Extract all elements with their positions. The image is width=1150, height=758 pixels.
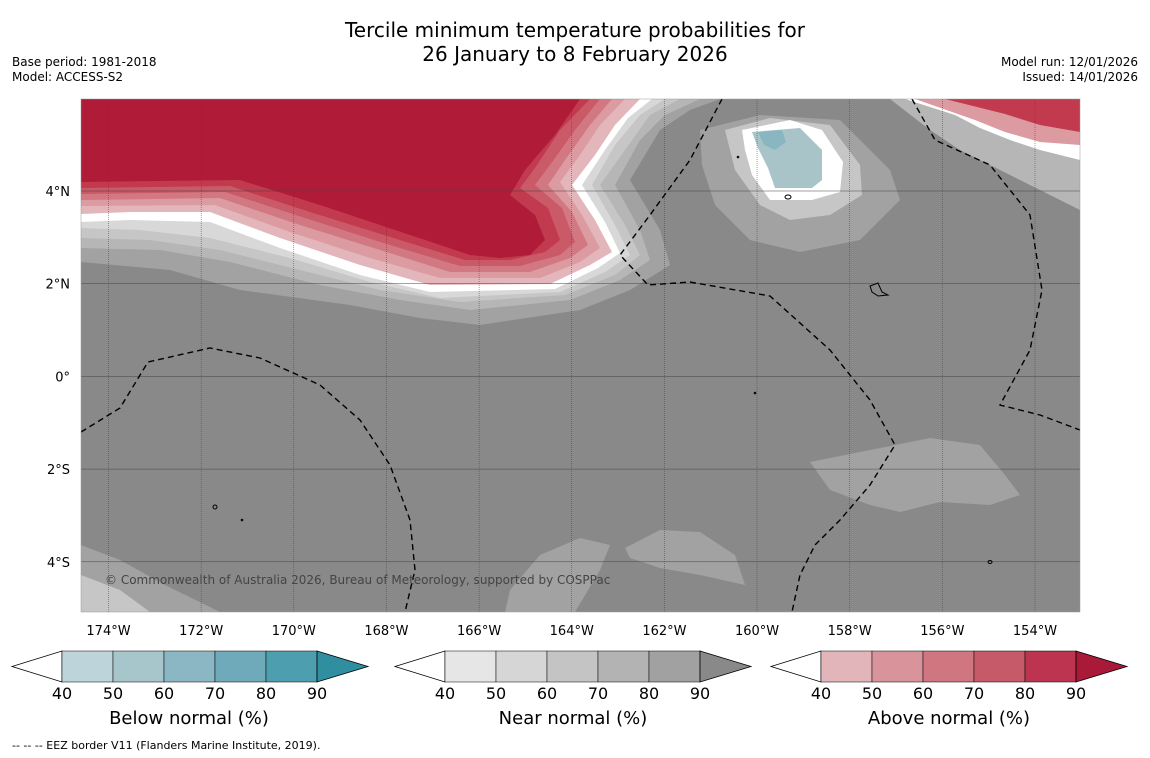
eez-border-central (619, 99, 896, 612)
latitude-labels: 4°N 2°N 0° 2°S 4°S (46, 185, 71, 571)
longitude-label: 162°W (642, 624, 686, 639)
colorbar-above: 40 50 60 70 80 90 (769, 650, 1129, 703)
model-name: Model: ACCESS-S2 (12, 70, 124, 84)
longitude-label: 170°W (272, 624, 316, 639)
colorbar-segment (648, 650, 701, 683)
colorbar-segment (112, 650, 165, 683)
colorbar-segment (265, 650, 318, 683)
colorbar-tick-label: 90 (1066, 684, 1086, 703)
longitude-label: 174°W (86, 624, 130, 639)
colorbar-min-extension (10, 650, 63, 683)
colorbar-segment (214, 650, 267, 683)
islands (212, 155, 993, 564)
title-line-2: 26 January to 8 February 2026 (422, 42, 728, 66)
latitude-label: 4°N (46, 185, 71, 200)
colorbar-max-extension (1075, 650, 1129, 683)
colorbar-segment (820, 650, 873, 683)
colorbar-segment (922, 650, 975, 683)
colorbar-tick-label: 80 (639, 684, 659, 703)
island-south-east (987, 560, 993, 564)
latitude-label: 0° (55, 370, 70, 385)
longitude-label: 154°W (1013, 624, 1057, 639)
below-normal-60-region (758, 130, 786, 150)
colorbar-below: 40 50 60 70 80 90 (10, 650, 370, 703)
colorbar-segment (973, 650, 1026, 683)
colorbar-max-extension (316, 650, 370, 683)
colorbar-max-extension (699, 650, 753, 683)
colorbar-label-above: Above normal (%) (867, 708, 1031, 729)
map-frame (80, 98, 1081, 613)
island-dot-3 (736, 155, 740, 159)
longitude-label: 160°W (735, 624, 779, 639)
colorbar-segment (546, 650, 599, 683)
colorbar-tick-label: 40 (435, 684, 455, 703)
island-west-1 (212, 504, 218, 510)
colorbar-segment (495, 650, 548, 683)
latitude-label: 4°S (47, 556, 70, 571)
map-area (81, 99, 1080, 612)
latitude-label: 2°N (46, 278, 71, 293)
longitude-label: 172°W (179, 624, 223, 639)
longitude-label: 164°W (550, 624, 594, 639)
colorbar-tick-label: 80 (256, 684, 276, 703)
island-dot-2 (753, 391, 757, 395)
island-starbuck (869, 282, 890, 297)
colorbar-tick-label: 50 (103, 684, 123, 703)
graticule (81, 99, 1080, 612)
longitude-labels: 174°W 172°W 170°W 168°W 166°W 164°W 162°W 160°W… (86, 624, 1057, 639)
colorbar-segment (597, 650, 650, 683)
longitude-label: 166°W (457, 624, 501, 639)
metadata-right: Model run: 12/01/2026 Issued: 14/01/2026 (1001, 55, 1138, 85)
colorbar-label-near: Near normal (%) (498, 708, 648, 729)
colorbar-tick-label: 70 (588, 684, 608, 703)
island-dot-1 (240, 518, 244, 522)
colorbar-segment (871, 650, 924, 683)
longitude-label: 158°W (828, 624, 872, 639)
colorbar-tick-label: 90 (690, 684, 710, 703)
colorbar-tick-label: 60 (913, 684, 933, 703)
above-normal-90-region (81, 99, 580, 258)
colorbar-tick-label: 50 (862, 684, 882, 703)
model-run: Model run: 12/01/2026 (1000, 55, 1138, 69)
colorbar-segment (444, 650, 497, 683)
island-north (784, 194, 792, 200)
eez-border-west (81, 347, 416, 612)
longitude-label: 156°W (920, 624, 964, 639)
metadata-left: Base period: 1981-2018 Model: ACCESS-S2 (12, 55, 157, 85)
title-line-1: Tercile minimum temperature probabilitie… (344, 18, 806, 42)
colorbar-label-below: Below normal (%) (109, 708, 269, 729)
near-normal-south-center-patch-2 (625, 530, 745, 585)
colorbar-tick-label: 80 (1015, 684, 1035, 703)
colorbar-segment (61, 650, 114, 683)
eez-borders (81, 99, 1080, 612)
base-period: Base period: 1981-2018 (12, 55, 157, 69)
near-normal-south-center-patch (505, 538, 610, 612)
near-normal-sw-patch-inner (81, 575, 150, 612)
colorbar-segment (163, 650, 216, 683)
colorbar-min-extension (393, 650, 446, 683)
colorbar-tick-label: 70 (205, 684, 225, 703)
eez-footnote: -- -- -- EEZ border V11 (Flanders Marine… (12, 739, 321, 752)
colorbar-tick-label: 40 (811, 684, 831, 703)
copyright-text: © Commonwealth of Australia 2026, Bureau… (105, 573, 610, 587)
colorbar-near: 40 50 60 70 80 90 (393, 650, 753, 703)
colorbar-tick-label: 90 (307, 684, 327, 703)
colorbar-tick-label: 40 (52, 684, 72, 703)
latitude-label: 2°S (47, 463, 70, 478)
issued-date: Issued: 14/01/2026 (1022, 70, 1138, 84)
colorbars: 40 50 60 70 80 90 40 50 60 70 80 90 40 50 60 70 80 90 (10, 650, 1129, 703)
colorbar-min-extension (769, 650, 822, 683)
colorbar-tick-label: 50 (486, 684, 506, 703)
above-normal-ne-core (945, 99, 1080, 132)
colorbar-tick-label: 70 (964, 684, 984, 703)
colorbar-segment (1024, 650, 1077, 683)
colorbar-tick-label: 60 (154, 684, 174, 703)
chart-title: Tercile minimum temperature probabilitie… (0, 18, 1150, 66)
colorbar-tick-label: 60 (537, 684, 557, 703)
longitude-label: 168°W (364, 624, 408, 639)
